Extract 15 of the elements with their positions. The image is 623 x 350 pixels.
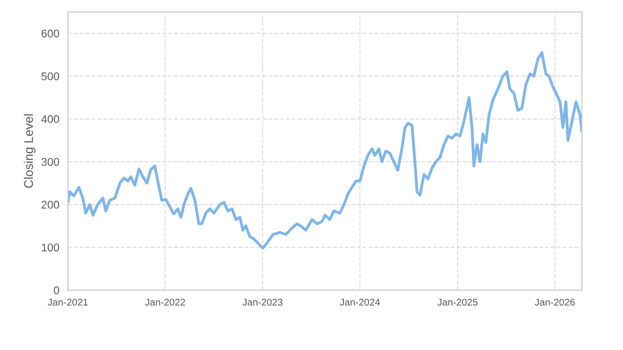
x-tick-label: Jan-2021 xyxy=(48,298,88,306)
y-tick-label: 300 xyxy=(41,158,60,166)
y-axis-title: Closing Level xyxy=(24,114,36,188)
y-tick-label: 600 xyxy=(42,30,60,38)
y-tick-label: 100 xyxy=(42,244,60,252)
y-tick-label: 400 xyxy=(41,115,60,124)
y-tick-label: 200 xyxy=(42,200,60,209)
x-tick-label: Jan-2026 xyxy=(534,298,575,306)
line-series xyxy=(68,51,582,250)
x-tick-label: Jan-2022 xyxy=(145,298,186,306)
x-tick-label: Jan-2023 xyxy=(242,298,282,306)
x-tick-label: Jan-2025 xyxy=(437,298,478,306)
y-tick-label: 0 xyxy=(54,286,60,294)
x-tick-label: Jan-2024 xyxy=(340,298,380,306)
y-tick-label: 500 xyxy=(41,72,60,80)
